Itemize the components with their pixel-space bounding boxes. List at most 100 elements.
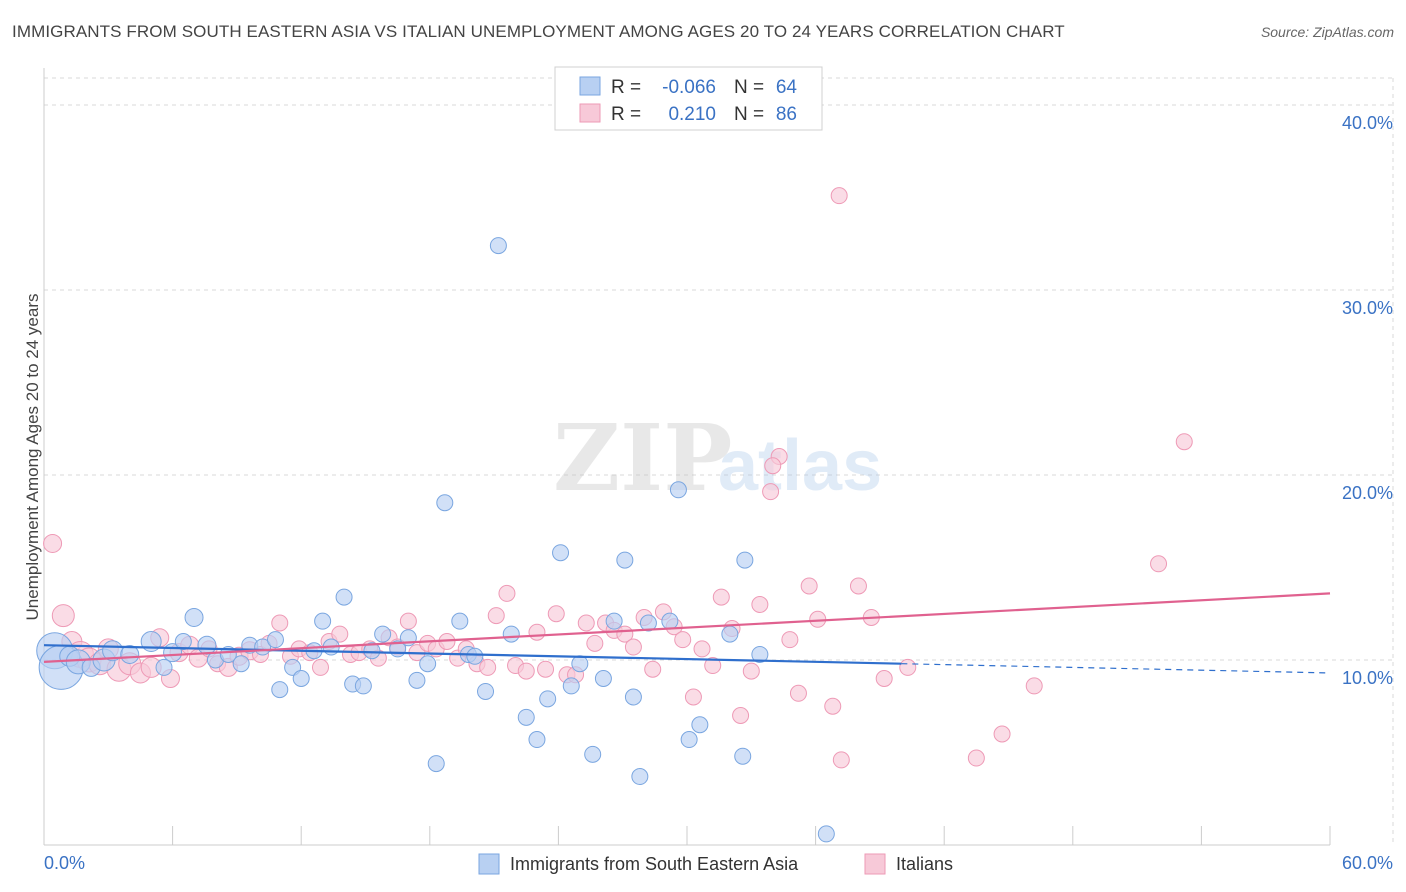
watermark-zip: ZIP: [553, 404, 732, 512]
italians-point-64: [674, 631, 692, 649]
italians-point-89: [1175, 433, 1193, 451]
series-legend-label-pink: Italians: [896, 854, 953, 874]
sea-immigrants-points: [36, 237, 835, 843]
sea-point-35: [427, 755, 445, 773]
series-legend: Immigrants from South Eastern Asia Itali…: [478, 853, 953, 875]
sea-point-36: [436, 494, 454, 512]
sea-point-59: [691, 716, 709, 734]
legend-n-label-2: N =: [734, 104, 764, 125]
legend-r-value-1: -0.066: [662, 77, 716, 98]
italians-point-51: [547, 605, 565, 623]
sea-point-53: [624, 688, 642, 706]
italians-point-45: [487, 607, 505, 625]
italians-point-80: [832, 751, 850, 769]
italians-point-73: [762, 483, 780, 501]
italians-point-77: [800, 577, 818, 595]
sea-point-9: [155, 658, 173, 676]
italians-point-0: [43, 533, 63, 553]
sea-point-44: [528, 731, 546, 749]
correlation-legend: R = -0.066 N = 64 R = 0.210 N = 86: [554, 66, 823, 131]
sea-point-46: [552, 544, 570, 562]
sea-point-58: [680, 731, 698, 749]
legend-swatch-pink: [579, 103, 601, 123]
italians-point-65: [684, 688, 702, 706]
sea-point-45: [539, 690, 557, 708]
sea-point-56: [661, 612, 679, 630]
sea-point-30: [374, 625, 392, 643]
sea-point-62: [736, 551, 754, 569]
chart-source: Source: ZipAtlas.com: [1260, 24, 1394, 40]
y-tick-label-10: 10.0%: [1342, 668, 1393, 688]
watermark-atlas: atlas: [718, 426, 882, 506]
italians-point-48: [517, 662, 535, 680]
italians-point-23: [271, 614, 289, 632]
italians-point-79: [824, 697, 842, 715]
italians-point-61: [644, 660, 662, 678]
sea-point-64: [817, 825, 835, 843]
sea-point-19: [266, 631, 284, 649]
italians-point-84: [899, 658, 917, 676]
italians-point-91: [764, 457, 782, 475]
sea-point-7: [120, 644, 140, 664]
legend-n-label-1: N =: [734, 77, 764, 98]
italians-point-54: [577, 614, 595, 632]
series-legend-label-blue: Immigrants from South Eastern Asia: [510, 854, 799, 874]
legend-swatch-blue: [579, 76, 601, 96]
italians-point-76: [789, 684, 807, 702]
sea-point-13: [197, 635, 217, 655]
italians-point-1: [51, 604, 75, 628]
sea-point-22: [292, 670, 310, 687]
sea-point-41: [489, 237, 507, 255]
legend-n-value-2: 86: [776, 104, 797, 125]
italians-point-49: [528, 623, 546, 641]
sea-point-42: [502, 625, 520, 643]
italians-point-88: [1150, 555, 1168, 573]
legend-r-label-1: R =: [611, 77, 641, 98]
sea-trend-extension: [901, 663, 1331, 674]
italians-point-86: [993, 725, 1011, 743]
sea-point-57: [669, 481, 687, 499]
sea-point-12: [184, 607, 204, 627]
y-tick-label-20: 20.0%: [1342, 483, 1393, 503]
italians-point-75: [781, 631, 799, 649]
sea-point-15: [219, 645, 237, 663]
italians-point-90: [830, 187, 848, 205]
italians-point-70: [732, 707, 750, 724]
x-tick-label-min: 0.0%: [44, 853, 85, 873]
sea-point-63: [751, 645, 769, 663]
y-tick-labels: 10.0% 20.0% 30.0% 40.0%: [1342, 113, 1393, 688]
sea-point-47: [562, 677, 580, 695]
sea-point-16: [232, 655, 250, 673]
sea-point-55: [639, 614, 657, 632]
sea-point-40: [477, 682, 495, 700]
italians-point-36: [399, 612, 417, 630]
italians-point-87: [1025, 677, 1043, 695]
y-tick-label-40: 40.0%: [1342, 113, 1393, 133]
sea-point-61: [734, 747, 752, 765]
trend-lines: [43, 592, 1331, 674]
sea-point-52: [616, 551, 634, 569]
italians-point-68: [712, 588, 730, 606]
sea-point-29: [363, 642, 381, 660]
legend-n-value-1: 64: [776, 77, 798, 98]
legend-r-label-2: R =: [611, 104, 641, 125]
sea-trend-line: [43, 644, 902, 665]
y-tick-label-30: 30.0%: [1342, 298, 1393, 318]
x-axis-ticks: [43, 826, 1331, 845]
sea-point-48: [571, 655, 589, 673]
sea-point-24: [314, 612, 332, 630]
italians-point-66: [693, 640, 711, 658]
italians-point-46: [498, 584, 516, 602]
sea-point-26: [335, 588, 353, 606]
watermark: ZIP atlas: [553, 404, 882, 512]
sea-point-39: [466, 647, 484, 665]
italians-point-55: [586, 634, 604, 652]
italians-point-59: [624, 638, 642, 656]
italians-point-71: [742, 662, 760, 680]
italians-trend-line: [43, 592, 1331, 663]
series-legend-swatch-pink: [864, 853, 886, 875]
italians-point-50: [537, 660, 555, 678]
italians-point-81: [849, 577, 867, 595]
sea-point-28: [354, 677, 372, 695]
